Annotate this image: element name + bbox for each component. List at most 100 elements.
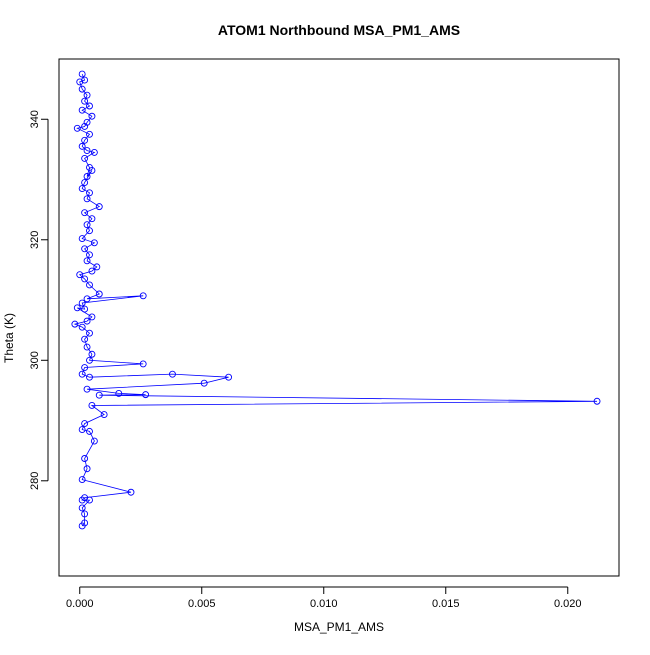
y-axis: 280 300 320 340 xyxy=(29,110,49,490)
data-point xyxy=(200,379,208,387)
series-layer xyxy=(71,70,601,530)
y-tick-label: 320 xyxy=(29,231,41,249)
data-point xyxy=(88,267,96,275)
data-point xyxy=(86,281,93,289)
data-point xyxy=(83,147,91,155)
data-point xyxy=(86,329,93,337)
data-point xyxy=(81,179,89,186)
data-point xyxy=(78,185,86,193)
data-point xyxy=(83,221,91,229)
plot-frame xyxy=(58,58,620,577)
data-point xyxy=(71,320,79,328)
data-point xyxy=(88,167,96,174)
data-point xyxy=(73,124,81,132)
data-point xyxy=(93,263,101,271)
data-point xyxy=(86,496,93,504)
series-line xyxy=(73,73,598,527)
y-tick-label: 340 xyxy=(29,110,41,128)
data-point xyxy=(73,304,81,312)
data-point xyxy=(78,426,86,434)
data-point xyxy=(593,397,601,405)
data-point xyxy=(81,275,89,283)
data-point xyxy=(78,70,86,78)
data-point xyxy=(78,235,86,243)
y-tick-label: 300 xyxy=(29,351,41,369)
data-point xyxy=(81,97,89,105)
data-point xyxy=(81,510,89,518)
data-point xyxy=(86,251,93,259)
data-point xyxy=(76,271,84,279)
x-tick-label: 0.005 xyxy=(188,598,216,610)
data-point xyxy=(78,142,86,150)
data-point xyxy=(76,78,84,86)
data-point xyxy=(83,343,91,351)
data-point xyxy=(86,130,93,138)
data-point xyxy=(139,292,147,300)
data-point xyxy=(115,389,123,397)
data-point xyxy=(81,455,89,462)
data-point xyxy=(95,290,103,298)
data-point xyxy=(95,391,103,399)
data-point xyxy=(86,373,93,381)
x-axis-label: MSA_PM1_AMS xyxy=(294,620,384,634)
data-point xyxy=(127,488,135,496)
data-point xyxy=(95,203,103,211)
data-point xyxy=(83,91,91,99)
data-point xyxy=(81,245,89,253)
data-point xyxy=(78,299,86,307)
x-tick-label: 0.020 xyxy=(554,598,582,610)
data-point xyxy=(139,360,147,368)
x-axis: 0.000 0.005 0.010 0.015 0.020 xyxy=(66,586,582,610)
data-point xyxy=(86,227,93,235)
data-point xyxy=(83,465,91,473)
data-point xyxy=(86,356,93,364)
data-point xyxy=(81,209,89,217)
data-point xyxy=(83,317,91,325)
data-point xyxy=(78,476,86,484)
data-point xyxy=(78,106,86,114)
data-point xyxy=(90,148,98,156)
data-point xyxy=(90,239,98,247)
data-point xyxy=(88,215,96,223)
data-point xyxy=(81,335,89,343)
data-point xyxy=(100,411,108,418)
data-point xyxy=(81,364,89,371)
data-point xyxy=(86,189,93,197)
data-point xyxy=(83,195,91,203)
x-tick-label: 0.000 xyxy=(66,598,94,610)
data-point xyxy=(78,504,86,512)
data-point xyxy=(78,370,86,378)
data-point xyxy=(78,522,86,530)
y-axis-label: Theta (K) xyxy=(2,313,16,363)
data-point xyxy=(81,76,89,84)
data-point xyxy=(86,102,93,110)
data-point xyxy=(88,313,96,321)
data-point xyxy=(81,123,89,130)
data-point xyxy=(169,370,176,378)
data-point xyxy=(81,420,89,428)
data-point xyxy=(86,427,93,435)
data-point xyxy=(78,323,86,331)
data-point xyxy=(88,350,96,358)
data-point xyxy=(83,173,91,180)
data-point xyxy=(88,112,96,120)
data-point xyxy=(83,257,91,265)
data-point xyxy=(142,391,150,399)
data-point xyxy=(83,295,91,303)
chart-title: ATOM1 Northbound MSA_PM1_AMS xyxy=(218,22,460,38)
y-tick-label: 280 xyxy=(29,472,41,490)
data-point xyxy=(83,385,91,393)
x-tick-label: 0.010 xyxy=(310,598,338,610)
data-point xyxy=(81,154,89,162)
data-point xyxy=(78,496,86,504)
x-tick-label: 0.015 xyxy=(432,598,460,610)
data-point xyxy=(78,85,86,93)
data-point xyxy=(88,402,96,409)
data-point xyxy=(225,373,233,381)
data-point xyxy=(81,136,89,144)
data-point xyxy=(90,437,98,445)
data-point xyxy=(81,305,89,313)
